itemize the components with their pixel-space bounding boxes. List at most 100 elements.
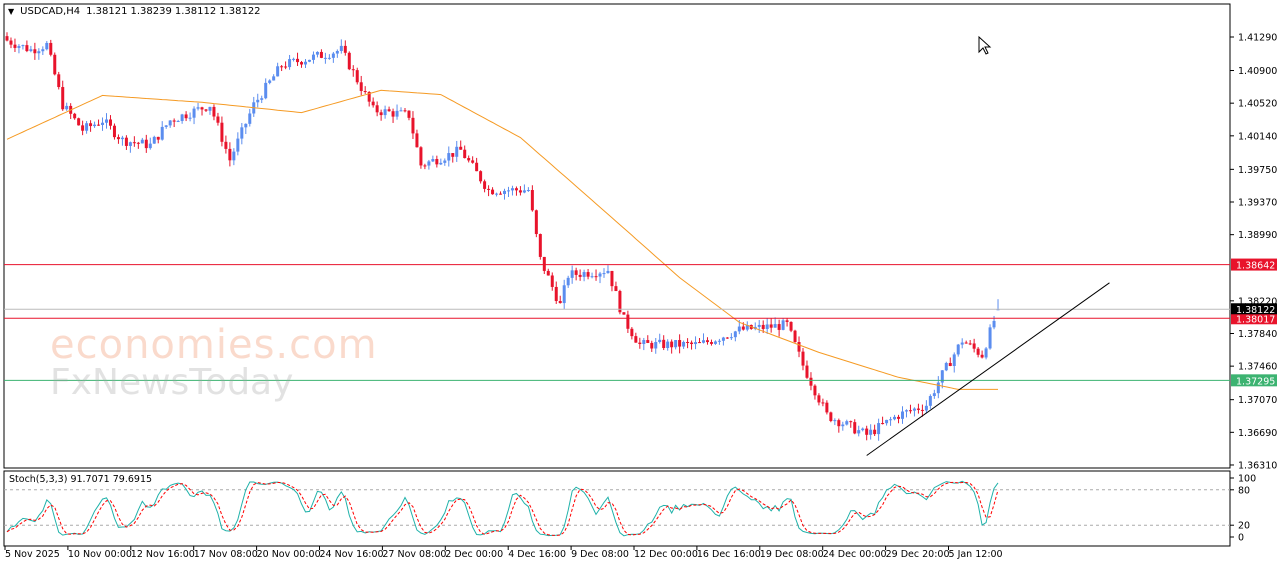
candle-body — [176, 121, 180, 123]
candle-body — [423, 165, 427, 167]
candle-body — [284, 66, 288, 68]
candle-body — [77, 118, 81, 126]
candle-body — [980, 354, 984, 358]
candle-body — [893, 416, 897, 420]
candle-body — [789, 321, 793, 331]
y-tick-label: 1.39750 — [1238, 165, 1277, 176]
candle-body — [781, 320, 785, 330]
level-price-tag — [1231, 258, 1277, 271]
candle-body — [857, 430, 861, 434]
candle-body — [510, 188, 514, 191]
candle-body — [709, 342, 713, 344]
candle-body — [566, 277, 570, 286]
candle-body — [757, 324, 761, 327]
candle-body — [705, 340, 709, 343]
candle-body — [725, 337, 729, 339]
candle-body — [152, 136, 156, 144]
x-tick-label: 27 Nov 08:00 — [382, 549, 446, 560]
candle-body — [415, 133, 419, 148]
candle-body — [554, 286, 558, 302]
candle-body — [877, 423, 881, 435]
candle-body — [395, 110, 399, 117]
candle-body — [550, 275, 554, 287]
candle-body — [717, 340, 721, 342]
candle-body — [375, 105, 379, 113]
candle-body — [224, 141, 228, 149]
candle-body — [988, 327, 992, 349]
candle-body — [65, 105, 69, 110]
y-tick-label: 1.38990 — [1238, 230, 1277, 241]
candle-body — [355, 70, 359, 83]
candle-body — [97, 124, 101, 126]
y-tick-label: 1.36310 — [1238, 460, 1277, 471]
candle-body — [690, 342, 694, 345]
candle-body — [570, 270, 574, 278]
y-tick-label: 1.40140 — [1238, 131, 1277, 142]
candle-body — [578, 274, 582, 277]
candle-body — [534, 210, 538, 235]
candle-body — [682, 341, 686, 347]
candle-body — [678, 340, 682, 347]
candle-body — [260, 98, 264, 100]
candle-body — [304, 61, 307, 65]
candle-body — [411, 117, 415, 134]
candle-body — [769, 324, 773, 328]
candle-body — [391, 111, 395, 117]
candle-body — [952, 354, 956, 366]
level-price-tag — [1231, 312, 1277, 325]
candle-body — [124, 137, 128, 146]
dropdown-triangle-icon[interactable]: ▼ — [8, 7, 15, 16]
level-price-label: 1.38017 — [1236, 314, 1275, 325]
candle-body — [602, 273, 606, 275]
candle-body — [57, 74, 61, 88]
x-tick-label: 16 Dec 16:00 — [697, 549, 761, 560]
candle-body — [944, 362, 948, 371]
candle-body — [737, 326, 741, 332]
candle-body — [140, 139, 144, 144]
candle-body — [73, 113, 77, 119]
x-tick-label: 4 Dec 16:00 — [508, 549, 566, 560]
candle-body — [455, 146, 459, 157]
candle-body — [622, 312, 626, 315]
candle-body — [777, 324, 781, 330]
candle-body — [292, 58, 296, 60]
candle-body — [594, 276, 598, 278]
candle-body — [41, 49, 45, 52]
candle-body — [745, 324, 749, 330]
candle-body — [172, 120, 176, 122]
candle-body — [542, 256, 546, 271]
candle-body — [236, 138, 240, 152]
ohlc-low: 1.38112 — [174, 6, 217, 17]
stoch-label: Stoch(5,3,3) 91.7071 79.6915 — [9, 474, 153, 485]
candle-body — [387, 109, 391, 112]
candle-body — [582, 272, 586, 277]
ohlc-open: 1.38121 — [86, 6, 128, 17]
candle-body — [506, 190, 510, 192]
candle-body — [403, 110, 407, 112]
candle-body — [184, 114, 188, 119]
candle-body — [562, 285, 566, 304]
candle-body — [948, 362, 952, 366]
x-tick-label: 24 Dec 00:00 — [823, 549, 887, 560]
candle-body — [920, 409, 924, 411]
x-tick-label: 17 Nov 08:00 — [194, 549, 258, 560]
ohlc-high: 1.38239 — [130, 6, 172, 17]
candle-body — [721, 337, 725, 341]
ohlc-close: 1.38122 — [219, 6, 261, 17]
candle-body — [741, 326, 745, 330]
candle-body — [773, 324, 777, 328]
candle-body — [698, 342, 702, 344]
candle-body — [881, 423, 885, 425]
candle-body — [463, 149, 467, 159]
stoch-y-label: 100 — [1238, 474, 1256, 485]
candle-body — [992, 320, 996, 328]
candle-body — [256, 99, 260, 103]
candle-body — [662, 339, 666, 349]
candle-body — [148, 143, 152, 149]
candle-body — [212, 106, 216, 117]
candle-body — [972, 343, 976, 349]
candle-body — [809, 377, 813, 386]
candle-body — [431, 159, 435, 162]
candle-body — [13, 44, 17, 48]
